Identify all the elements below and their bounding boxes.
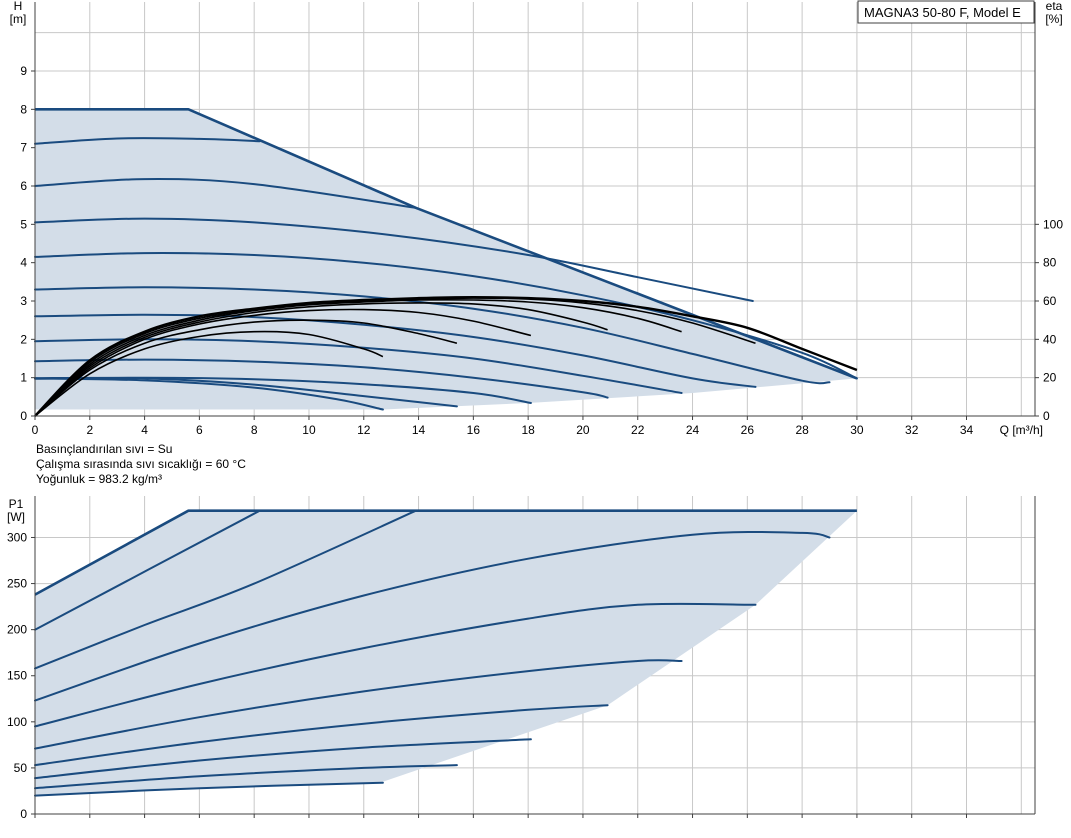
y-tick-label: 1 xyxy=(20,371,27,385)
speed-curve xyxy=(34,509,261,631)
max-curve xyxy=(35,108,858,380)
operating-area xyxy=(35,109,857,410)
speed-curve xyxy=(34,178,417,209)
model-label-box: MAGNA3 50-80 F, Model E xyxy=(857,0,1035,24)
speed-curve xyxy=(34,286,831,385)
y-tick-label: 9 xyxy=(20,64,27,78)
y-tick-label: 2 xyxy=(20,332,27,346)
speed-curve xyxy=(34,531,831,702)
efficiency-curve xyxy=(34,319,458,417)
speed-curve xyxy=(34,377,384,411)
x-tick-label: 8 xyxy=(251,423,258,437)
x-tick-label: 14 xyxy=(412,423,426,437)
efficiency-curve xyxy=(34,297,756,417)
speed-curve xyxy=(34,659,683,750)
efficiency-curve xyxy=(34,295,858,417)
y-axis-title: H xyxy=(14,0,23,13)
y-tick-label: 200 xyxy=(7,623,27,637)
efficiency-curve xyxy=(34,302,608,417)
y-tick-label: 150 xyxy=(7,669,27,683)
y-tick-label: 7 xyxy=(20,141,27,155)
x-tick-label: 16 xyxy=(467,423,481,437)
y2-tick-label: 40 xyxy=(1043,332,1057,346)
y2-tick-label: 60 xyxy=(1043,294,1057,308)
y-tick-label: 5 xyxy=(20,217,27,231)
y-tick-label: 100 xyxy=(7,715,27,729)
y-tick-label: 300 xyxy=(7,530,27,544)
x-tick-label: 26 xyxy=(741,423,755,437)
speed-curve xyxy=(34,764,458,790)
efficiency-curve xyxy=(34,308,532,417)
model-label: MAGNA3 50-80 F, Model E xyxy=(864,5,1021,20)
x-tick-label: 32 xyxy=(905,423,919,437)
speed-curve xyxy=(34,137,261,145)
x-tick-label: 30 xyxy=(850,423,864,437)
y-axis-title: P1 xyxy=(9,497,24,511)
x-tick-label: 2 xyxy=(86,423,93,437)
speed-curve xyxy=(34,509,417,670)
y-axis-unit: [m] xyxy=(10,12,27,26)
speed-curve xyxy=(34,358,609,399)
y-tick-label: 4 xyxy=(20,256,27,270)
speed-curve xyxy=(34,738,532,780)
y-tick-label: 3 xyxy=(20,294,27,308)
head-chart: 0 2 4 6 8 10 12 14 16 18 20 22 24 26 28 30 32 34012345678… xyxy=(10,0,1064,437)
fluid-density-text: Yoğunluk = 983.2 kg/m³ xyxy=(36,472,162,486)
y2-tick-label: 100 xyxy=(1043,217,1063,231)
speed-curve xyxy=(34,781,384,797)
x-tick-label: 24 xyxy=(686,423,700,437)
y2-tick-label: 0 xyxy=(1043,409,1050,423)
x-tick-label: 12 xyxy=(357,423,371,437)
speed-curve xyxy=(34,602,757,728)
operating-area xyxy=(35,510,857,796)
y-tick-label: 0 xyxy=(20,409,27,423)
y-tick-label: 8 xyxy=(20,102,27,116)
x-axis-title: Q [m³/h] xyxy=(1000,423,1043,437)
speed-curve xyxy=(34,376,458,408)
y2-axis-title: eta xyxy=(1046,0,1063,13)
x-tick-label: 28 xyxy=(795,423,809,437)
y2-tick-label: 80 xyxy=(1043,256,1057,270)
x-tick-label: 4 xyxy=(141,423,148,437)
y-tick-label: 50 xyxy=(14,761,28,775)
max-curve xyxy=(34,509,857,596)
x-tick-label: 34 xyxy=(960,423,974,437)
x-tick-label: 0 xyxy=(32,423,39,437)
y-tick-label: 0 xyxy=(20,807,27,821)
y-tick-label: 250 xyxy=(7,577,27,591)
fluid-medium-text: Basınçlandırılan sıvı = Su xyxy=(36,442,173,456)
y-tick-label: 6 xyxy=(20,179,27,193)
y2-axis-unit: [%] xyxy=(1045,12,1062,26)
power-chart: 0 50 100 150 200 250 300 P1[W] xyxy=(7,496,1036,821)
x-tick-label: 18 xyxy=(521,423,535,437)
speed-curve xyxy=(34,704,609,767)
y-axis-unit: [W] xyxy=(7,510,25,524)
y2-tick-label: 20 xyxy=(1043,371,1057,385)
fluid-temperature-text: Çalışma sırasında sıvı sıcaklığı = 60 °C xyxy=(36,457,246,471)
x-tick-label: 22 xyxy=(631,423,645,437)
x-tick-label: 6 xyxy=(196,423,203,437)
speed-curve xyxy=(34,217,754,302)
x-tick-label: 10 xyxy=(302,423,316,437)
speed-curve xyxy=(34,313,757,388)
efficiency-curve xyxy=(34,298,682,417)
efficiency-curve xyxy=(34,330,384,417)
x-tick-label: 20 xyxy=(576,423,590,437)
